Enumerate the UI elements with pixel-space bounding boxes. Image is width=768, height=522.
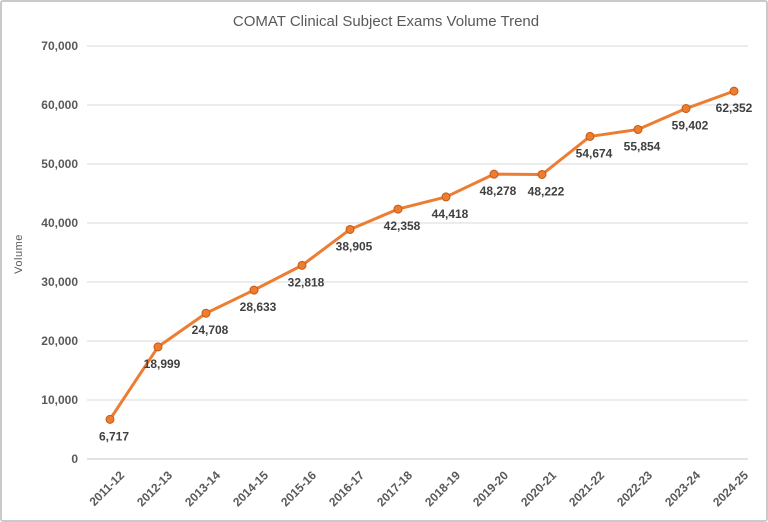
data-point-label: 38,905 xyxy=(336,239,373,253)
data-point-label: 18,999 xyxy=(144,357,181,371)
data-point-marker xyxy=(105,414,115,424)
x-tick-label: 2015-16 xyxy=(278,468,319,509)
data-point-marker xyxy=(537,169,547,179)
x-tick-label: 2021-22 xyxy=(566,468,607,509)
data-point-marker xyxy=(201,308,211,318)
data-point-marker xyxy=(153,342,163,352)
data-point-label: 32,818 xyxy=(288,275,325,289)
x-tick-label: 2014-15 xyxy=(230,468,271,509)
y-tick-label: 60,000 xyxy=(41,98,78,112)
data-point-marker xyxy=(393,204,403,214)
y-axis-ticks: 0 10,000 20,000 30,000 40,000 50,000 60,000 70,… xyxy=(41,39,78,466)
x-tick-label: 2024-25 xyxy=(710,468,751,509)
y-tick-label: 20,000 xyxy=(41,334,78,348)
x-tick-label: 2013-14 xyxy=(182,468,223,509)
trend-line xyxy=(108,89,736,421)
data-point-label: 42,358 xyxy=(384,219,421,233)
data-point-label: 44,418 xyxy=(432,207,469,221)
data-point-label: 54,674 xyxy=(576,146,613,160)
y-tick-label: 30,000 xyxy=(41,275,78,289)
data-point-label: 55,854 xyxy=(624,139,661,153)
data-labels: 6,717 18,999 24,708 28,633 32,818 38,905 42,35… xyxy=(99,101,753,443)
data-point-marker xyxy=(297,260,307,270)
x-tick-label: 2017-18 xyxy=(374,468,415,509)
y-tick-label: 10,000 xyxy=(41,393,78,407)
y-tick-label: 0 xyxy=(71,452,78,466)
x-tick-label: 2018-19 xyxy=(422,468,463,509)
data-point-marker xyxy=(729,86,739,96)
data-point-marker xyxy=(585,131,595,141)
trend-series xyxy=(105,86,739,424)
data-point-label: 24,708 xyxy=(192,323,229,337)
x-tick-label: 2023-24 xyxy=(662,468,703,509)
data-point-label: 6,717 xyxy=(99,429,129,443)
x-tick-label: 2012-13 xyxy=(134,468,175,509)
x-axis-ticks: 2011-12 2012-13 2013-14 2014-15 2015-16 2016-… xyxy=(87,468,752,509)
x-tick-label: 2019-20 xyxy=(470,468,511,509)
x-tick-label: 2016-17 xyxy=(326,468,367,509)
x-tick-label: 2022-23 xyxy=(614,468,655,509)
data-point-label: 59,402 xyxy=(672,119,709,133)
chart-title: COMAT Clinical Subject Exams Volume Tren… xyxy=(233,13,539,30)
x-tick-label: 2011-12 xyxy=(87,468,128,509)
y-tick-label: 40,000 xyxy=(41,216,78,230)
y-tick-label: 70,000 xyxy=(41,39,78,53)
data-point-label: 48,278 xyxy=(480,184,517,198)
y-tick-label: 50,000 xyxy=(41,157,78,171)
data-point-marker xyxy=(681,104,691,114)
data-point-marker xyxy=(441,192,451,202)
x-tick-label: 2020-21 xyxy=(518,468,559,509)
data-point-marker xyxy=(345,224,355,234)
data-point-label: 62,352 xyxy=(716,101,753,115)
y-axis-title: Volume xyxy=(13,234,25,274)
gridlines xyxy=(87,45,748,460)
data-point-label: 48,222 xyxy=(528,184,565,198)
data-point-marker xyxy=(249,285,259,295)
data-point-marker xyxy=(633,124,643,134)
data-point-label: 28,633 xyxy=(240,300,277,314)
data-point-marker xyxy=(489,169,499,179)
